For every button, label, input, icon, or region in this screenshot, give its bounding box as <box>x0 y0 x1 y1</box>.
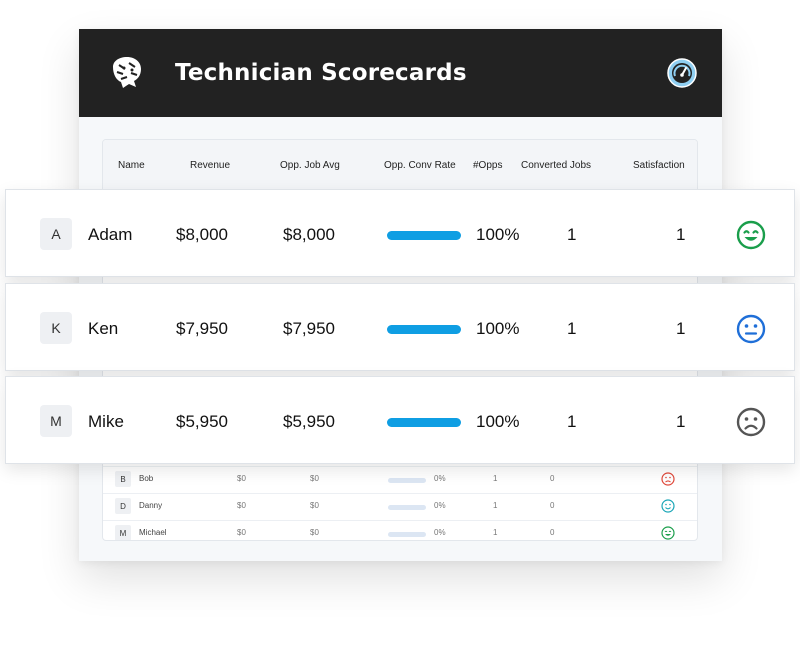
conv-rate-value: 100% <box>476 225 520 244</box>
revenue-value: $0 <box>237 474 246 483</box>
avg-value: $0 <box>310 501 319 510</box>
revenue-value: $8,000 <box>176 225 228 244</box>
tech-name: Danny <box>139 501 163 510</box>
conv-rate-bar <box>387 325 461 334</box>
opps-value: 1 <box>493 528 498 537</box>
avg-value: $8,000 <box>283 225 335 244</box>
very-happy-face-icon <box>661 526 675 540</box>
col-name[interactable]: Name <box>118 160 145 171</box>
revenue-value: $7,950 <box>176 319 228 338</box>
avatar: K <box>40 312 72 344</box>
tech-name: Adam <box>88 225 133 244</box>
avatar: A <box>40 218 72 250</box>
tech-name: Bob <box>139 474 154 483</box>
col-revenue[interactable]: Revenue <box>190 160 231 171</box>
avatar: D <box>115 498 131 514</box>
conv-rate-value: 0% <box>434 474 446 483</box>
opps-value: 1 <box>567 412 577 431</box>
very-happy-face-icon <box>736 220 766 250</box>
col-opps[interactable]: #Opps <box>473 160 503 171</box>
col-opp-job-avg[interactable]: Opp. Job Avg <box>280 160 340 171</box>
col-converted-jobs[interactable]: Converted Jobs <box>521 160 592 171</box>
speedometer-icon[interactable] <box>666 57 698 89</box>
tiger-head-icon <box>113 57 141 88</box>
revenue-value: $0 <box>237 528 246 537</box>
table-header: Name Revenue Opp. Job Avg Opp. Conv Rate… <box>103 140 697 190</box>
avg-value: $0 <box>310 528 319 537</box>
table-row[interactable]: M Michael $0 $0 0% 1 0 <box>103 520 697 540</box>
conv-rate-bar <box>388 478 426 483</box>
opps-value: 1 <box>493 501 498 510</box>
converted-value: 1 <box>676 319 686 338</box>
table-row[interactable]: D Danny $0 $0 0% 1 0 <box>103 493 697 520</box>
converted-value: 0 <box>550 474 555 483</box>
avg-value: $0 <box>310 474 319 483</box>
conv-rate-value: 100% <box>476 319 520 338</box>
tech-card-mike[interactable]: M Mike $5,950 $5,950 100% 1 1 <box>5 376 795 464</box>
revenue-value: $5,950 <box>176 412 228 431</box>
tech-card-adam[interactable]: A Adam $8,000 $8,000 100% 1 1 <box>5 189 795 277</box>
tech-name: Michael <box>139 528 167 537</box>
revenue-value: $0 <box>237 501 246 510</box>
converted-value: 1 <box>676 225 686 244</box>
conv-rate-bar <box>388 505 426 510</box>
conv-rate-bar <box>387 418 461 427</box>
conv-rate-bar <box>387 231 461 240</box>
page-title: Technician Scorecards <box>175 60 467 86</box>
converted-value: 0 <box>550 528 555 537</box>
opps-value: 1 <box>567 319 577 338</box>
conv-rate-value: 0% <box>434 528 446 537</box>
avatar: B <box>115 471 131 487</box>
table-row[interactable]: B Bob $0 $0 0% 1 0 <box>103 466 697 493</box>
converted-value: 0 <box>550 501 555 510</box>
sad-face-icon <box>736 407 766 437</box>
tech-name: Ken <box>88 319 119 338</box>
neutral-face-icon <box>736 314 766 344</box>
avatar: M <box>115 525 131 540</box>
opps-value: 1 <box>493 474 498 483</box>
tech-card-ken[interactable]: K Ken $7,950 $7,950 100% 1 1 <box>5 283 795 371</box>
avg-value: $5,950 <box>283 412 335 431</box>
conv-rate-value: 0% <box>434 501 446 510</box>
avatar: M <box>40 405 72 437</box>
opps-value: 1 <box>567 225 577 244</box>
app-header: Technician Scorecards <box>79 29 722 117</box>
converted-value: 1 <box>676 412 686 431</box>
conv-rate-value: 100% <box>476 412 520 431</box>
happy-face-icon <box>661 499 675 513</box>
avg-value: $7,950 <box>283 319 335 338</box>
col-satisfaction[interactable]: Satisfaction <box>633 160 685 171</box>
col-opp-conv-rate[interactable]: Opp. Conv Rate <box>384 160 456 171</box>
tech-name: Mike <box>88 412 124 431</box>
sad-face-icon <box>661 472 675 486</box>
conv-rate-bar <box>388 532 426 537</box>
